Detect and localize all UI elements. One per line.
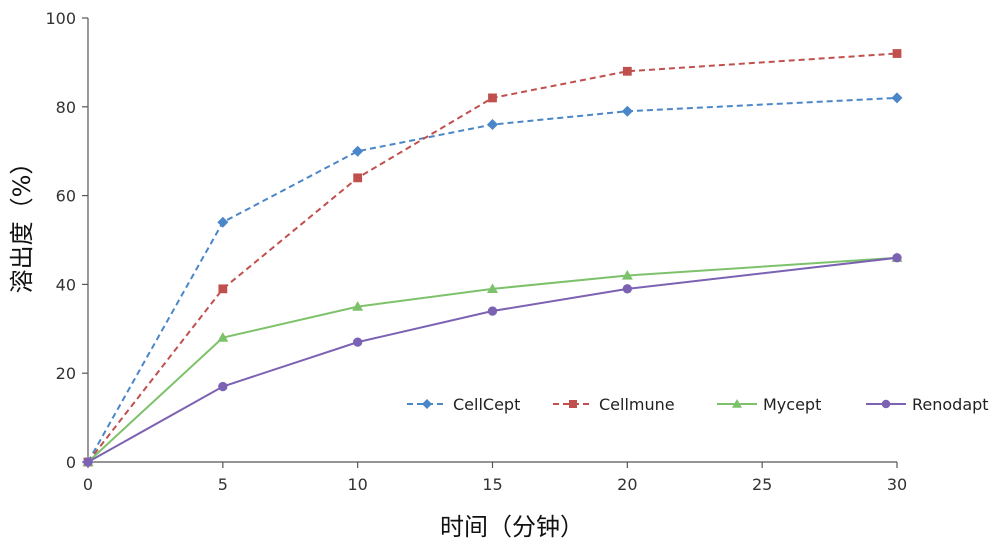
legend: CellCept Cellmune Mycept Renodapt	[407, 395, 989, 414]
x-tick-label: 5	[218, 475, 228, 494]
legend-swatch-marker	[732, 399, 742, 408]
data-point	[488, 93, 497, 103]
series-renodapt	[83, 253, 902, 467]
axes: 0 20 40 60 80 100 0 5 10 15 20 25 30	[45, 9, 907, 494]
data-point	[352, 145, 364, 157]
data-point	[487, 306, 498, 316]
y-tick-label: 20	[56, 364, 76, 383]
y-axis-title: 溶出度（%）	[8, 151, 36, 294]
x-tick-label: 0	[83, 475, 93, 494]
series-mycept	[82, 252, 903, 467]
data-point	[487, 283, 498, 293]
data-point	[352, 301, 364, 311]
data-point	[891, 92, 903, 104]
data-point	[353, 173, 363, 183]
legend-label: Mycept	[763, 395, 821, 414]
y-tick-label: 60	[56, 187, 76, 206]
data-point	[622, 66, 632, 76]
legend-swatch-marker	[569, 400, 577, 408]
legend-label: Cellmune	[599, 395, 675, 414]
x-tick-label: 30	[887, 475, 907, 494]
y-tick-label: 80	[56, 98, 76, 117]
x-tick-label: 25	[752, 475, 772, 494]
series-line	[87, 256, 898, 463]
data-point	[487, 119, 498, 131]
legend-item-cellcept: CellCept	[407, 395, 520, 414]
x-axis-title: 时间（分钟）	[440, 513, 584, 541]
data-point	[892, 253, 902, 263]
y-tick-label: 40	[56, 275, 76, 294]
legend-swatch-marker	[422, 399, 432, 409]
data-point	[218, 284, 228, 294]
series-line	[87, 256, 898, 463]
data-point	[621, 270, 633, 280]
data-point	[892, 49, 902, 58]
legend-label: Renodapt	[912, 395, 989, 414]
x-tick-label: 20	[617, 475, 637, 494]
legend-item-cellmune: Cellmune	[553, 395, 675, 414]
series-layer	[82, 49, 903, 468]
data-point	[352, 337, 363, 347]
data-point	[83, 457, 93, 467]
data-point	[218, 381, 228, 392]
x-tick-label: 15	[482, 475, 502, 494]
x-tick-label: 10	[347, 475, 367, 494]
data-point	[217, 216, 229, 228]
data-point	[622, 284, 633, 294]
legend-item-renodapt: Renodapt	[866, 395, 989, 414]
legend-swatch-marker	[881, 399, 891, 409]
data-point	[217, 332, 229, 342]
series-line	[87, 96, 898, 463]
y-tick-label: 0	[66, 453, 76, 472]
legend-item-mycept: Mycept	[717, 395, 821, 414]
series-line	[87, 52, 898, 463]
legend-label: CellCept	[453, 395, 520, 414]
y-tick-label: 100	[45, 9, 76, 28]
data-point	[621, 105, 633, 117]
